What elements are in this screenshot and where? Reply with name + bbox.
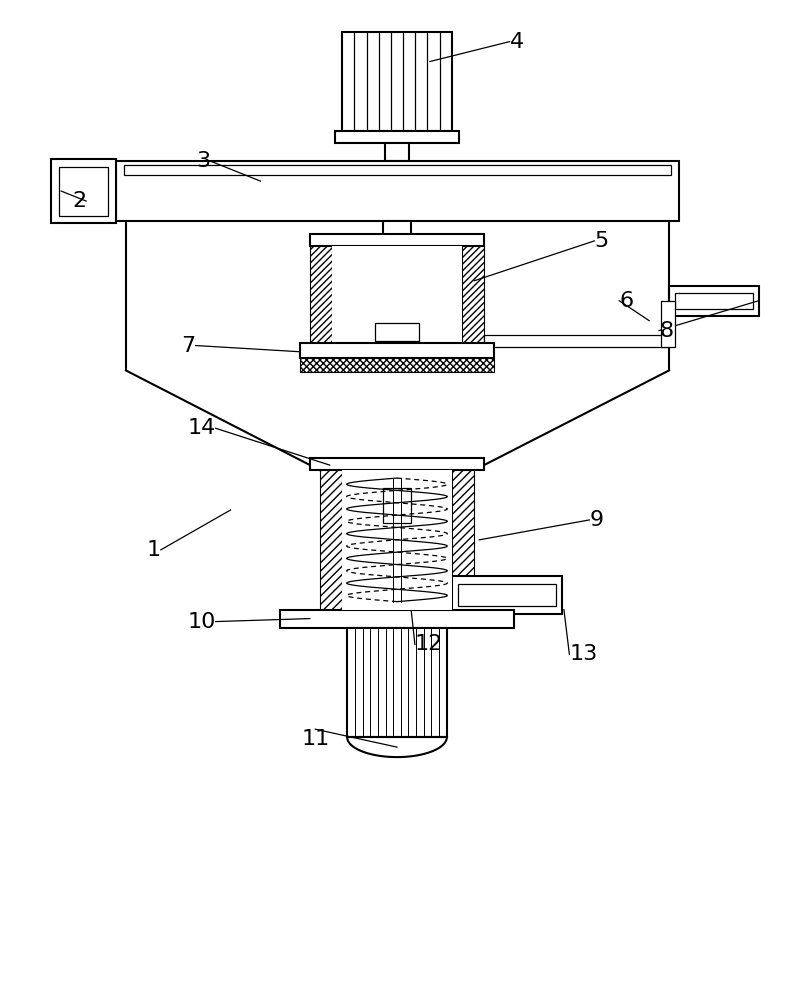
Bar <box>458 584 556 606</box>
Bar <box>331 246 462 351</box>
Bar <box>383 488 411 523</box>
Text: 14: 14 <box>187 418 216 438</box>
Bar <box>452 576 562 614</box>
Text: 8: 8 <box>659 321 673 341</box>
Bar <box>383 221 411 241</box>
Bar <box>347 628 446 737</box>
Bar <box>335 131 459 143</box>
Text: 4: 4 <box>510 32 523 52</box>
Bar <box>462 246 485 351</box>
Bar <box>52 159 116 223</box>
Bar <box>310 234 485 246</box>
Bar <box>280 610 514 628</box>
Bar <box>300 343 494 358</box>
Bar <box>310 458 485 470</box>
Bar <box>342 470 452 610</box>
Bar <box>320 470 342 610</box>
Bar <box>116 161 679 221</box>
Text: 11: 11 <box>301 729 329 749</box>
Bar <box>661 301 675 347</box>
Bar <box>343 32 452 131</box>
Bar <box>59 167 108 216</box>
Text: 7: 7 <box>182 336 196 356</box>
Bar <box>385 143 409 161</box>
Text: 10: 10 <box>187 612 216 632</box>
Bar <box>452 470 474 610</box>
Bar <box>300 358 494 372</box>
Bar <box>675 293 753 309</box>
Bar <box>124 165 671 175</box>
Text: 1: 1 <box>147 540 161 560</box>
Bar <box>310 246 331 351</box>
Bar <box>669 286 759 316</box>
Bar <box>374 323 419 341</box>
Text: 5: 5 <box>594 231 608 251</box>
Text: 2: 2 <box>72 191 86 211</box>
Text: 13: 13 <box>569 644 598 664</box>
Text: 12: 12 <box>415 634 443 654</box>
Text: 3: 3 <box>197 151 211 171</box>
Bar <box>485 335 669 347</box>
Text: 9: 9 <box>589 510 603 530</box>
Text: 6: 6 <box>619 291 634 311</box>
